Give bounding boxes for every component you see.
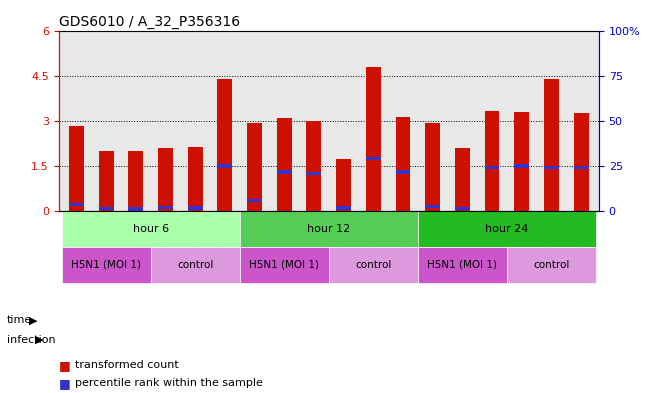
FancyBboxPatch shape — [418, 211, 596, 247]
Bar — [128, 207, 143, 211]
FancyBboxPatch shape — [240, 247, 329, 283]
Bar — [336, 159, 351, 211]
Bar — [277, 171, 292, 174]
Bar — [514, 112, 529, 211]
Text: time: time — [7, 315, 32, 325]
FancyBboxPatch shape — [418, 247, 507, 283]
Bar — [396, 117, 410, 211]
Bar — [99, 151, 113, 211]
Bar — [425, 205, 440, 208]
Bar — [247, 123, 262, 211]
Bar — [307, 172, 322, 175]
Bar — [574, 166, 589, 169]
Bar — [484, 111, 499, 211]
Bar — [455, 207, 470, 211]
Bar — [514, 164, 529, 168]
Bar — [158, 148, 173, 211]
Bar — [187, 206, 202, 210]
Bar — [247, 199, 262, 202]
Text: percentile rank within the sample: percentile rank within the sample — [75, 378, 263, 388]
Bar — [336, 206, 351, 210]
Text: control: control — [533, 260, 570, 270]
Bar — [158, 206, 173, 209]
Text: control: control — [177, 260, 214, 270]
Bar — [187, 147, 202, 211]
FancyBboxPatch shape — [150, 247, 240, 283]
Text: H5N1 (MOI 1): H5N1 (MOI 1) — [427, 260, 497, 270]
Text: control: control — [355, 260, 391, 270]
Bar — [425, 123, 440, 211]
Bar — [544, 79, 559, 211]
Text: ■: ■ — [59, 376, 70, 390]
FancyBboxPatch shape — [329, 247, 418, 283]
FancyBboxPatch shape — [62, 211, 240, 247]
Text: hour 24: hour 24 — [485, 224, 529, 234]
FancyBboxPatch shape — [507, 247, 596, 283]
Bar — [366, 157, 381, 160]
Text: hour 12: hour 12 — [307, 224, 350, 234]
Text: GDS6010 / A_32_P356316: GDS6010 / A_32_P356316 — [59, 15, 240, 29]
FancyBboxPatch shape — [62, 247, 150, 283]
Bar — [366, 67, 381, 211]
Bar — [484, 166, 499, 169]
Bar — [307, 121, 322, 211]
Bar — [574, 113, 589, 211]
Text: transformed count: transformed count — [75, 360, 178, 371]
Text: ▶: ▶ — [29, 315, 38, 325]
Text: ▶: ▶ — [35, 335, 44, 345]
FancyBboxPatch shape — [240, 211, 418, 247]
Text: H5N1 (MOI 1): H5N1 (MOI 1) — [249, 260, 319, 270]
Bar — [69, 203, 84, 206]
Bar — [217, 79, 232, 211]
Bar — [99, 207, 113, 211]
Bar — [217, 164, 232, 168]
Bar — [544, 166, 559, 169]
Text: hour 6: hour 6 — [133, 224, 169, 234]
Text: H5N1 (MOI 1): H5N1 (MOI 1) — [71, 260, 141, 270]
Text: ■: ■ — [59, 359, 70, 372]
Text: infection: infection — [7, 335, 55, 345]
Bar — [69, 126, 84, 211]
Bar — [277, 118, 292, 211]
Bar — [455, 148, 470, 211]
Bar — [396, 171, 410, 174]
Bar — [128, 151, 143, 211]
